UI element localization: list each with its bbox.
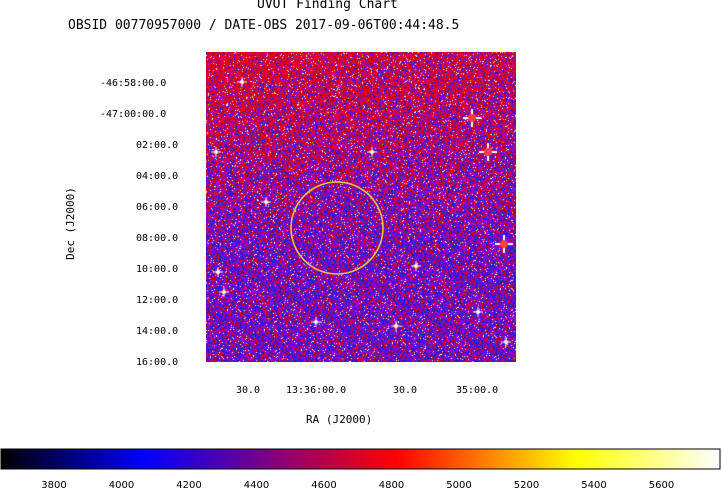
colorbar-tick-label: 4400 [244, 480, 269, 489]
colorbar-tick-label: 5200 [514, 480, 539, 489]
colorbar-tick-label: 5400 [581, 480, 606, 489]
dec-tick-label: 12:00.0 [136, 295, 179, 306]
dec-tick-label: 16:00.0 [136, 357, 179, 368]
sky-image-canvas [206, 52, 516, 362]
colorbar-bar [0, 448, 721, 470]
dec-tick-label: -47:00:00.0 [100, 109, 167, 120]
ra-tick-label: 30.0 [393, 385, 418, 396]
dec-tick-label: 06:00.0 [136, 202, 179, 213]
ra-tick-label: 13:36:00.0 [286, 385, 347, 396]
chart-title: UVOT Finding Chart [257, 0, 398, 12]
sky-image [206, 52, 516, 362]
colorbar-tick-label: 4600 [311, 480, 336, 489]
colorbar-tick-label: 3800 [41, 480, 66, 489]
ra-tick-label: 30.0 [236, 385, 261, 396]
colorbar-tick-label: 4000 [109, 480, 134, 489]
colorbar-tick-label: 4200 [176, 480, 201, 489]
dec-tick-label: 08:00.0 [136, 233, 179, 244]
dec-tick-label: -46:58:00.0 [100, 78, 167, 89]
ra-tick-label: 35:00.0 [456, 385, 499, 396]
chart-subtitle: OBSID 00770957000 / DATE-OBS 2017-09-06T… [68, 18, 460, 33]
source-region-overlay [290, 181, 384, 275]
source-region-circle [290, 181, 384, 275]
colorbar-tick-label: 4800 [379, 480, 404, 489]
dec-tick-label: 02:00.0 [136, 140, 179, 151]
colorbar-tick-label: 5600 [649, 480, 674, 489]
dec-tick-label: 04:00.0 [136, 171, 179, 182]
ra-axis-label: RA (J2000) [306, 413, 373, 426]
colorbar-tick-label: 5000 [446, 480, 471, 489]
dec-tick-label: 14:00.0 [136, 326, 179, 337]
dec-tick-label: 10:00.0 [136, 264, 179, 275]
